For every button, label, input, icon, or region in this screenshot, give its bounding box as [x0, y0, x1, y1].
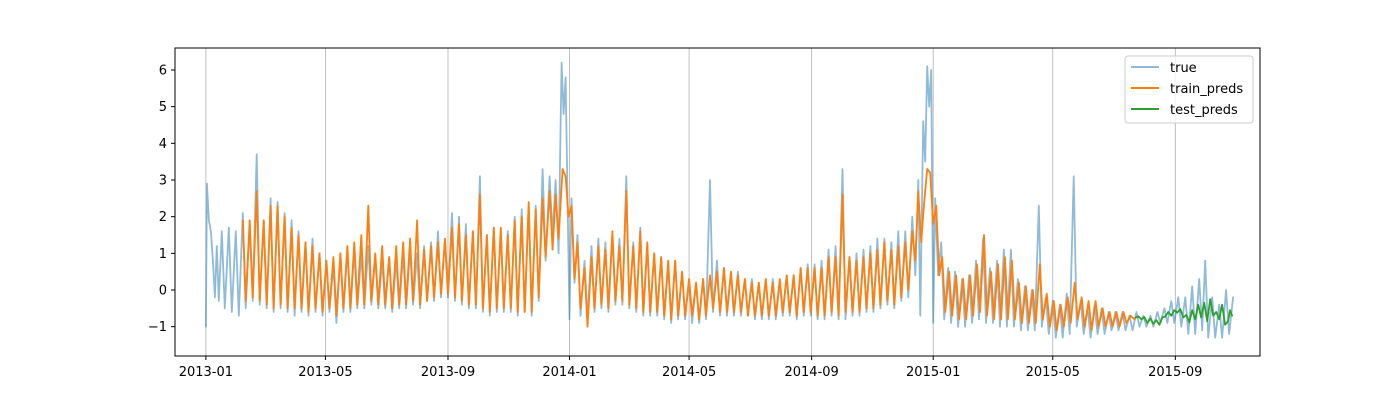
x-tick-label: 2014-05 — [662, 365, 716, 380]
x-tick-label: 2014-09 — [784, 365, 838, 380]
x-axis: 2013-01 2013-05 2013-09 2014-01 2014-05 2014-… — [179, 356, 1202, 380]
x-tick-label: 2013-01 — [179, 365, 233, 380]
x-tick-label: 2015-01 — [906, 365, 960, 380]
x-tick-label: 2015-09 — [1148, 365, 1202, 380]
series-line-test-preds — [1134, 298, 1233, 326]
y-tick-label: −1 — [148, 320, 167, 335]
axes-frame — [174, 47, 1261, 357]
x-tick-label: 2014-01 — [542, 365, 596, 380]
y-tick-label: 6 — [159, 64, 167, 79]
x-tick-label: 2013-09 — [421, 365, 475, 380]
legend-label-true: true — [1170, 61, 1197, 76]
y-tick-label: 0 — [159, 284, 167, 299]
series-line-train-preds — [241, 168, 1136, 332]
y-tick-label: 1 — [159, 247, 167, 262]
y-tick-label: 2 — [159, 210, 167, 225]
y-axis: 6 5 4 3 2 1 0 −1 — [148, 64, 175, 335]
x-tick-label: 2015-05 — [1026, 365, 1080, 380]
y-tick-label: 4 — [159, 137, 167, 152]
y-tick-label: 5 — [159, 100, 167, 115]
legend-label-train-preds: train_preds — [1170, 82, 1243, 97]
y-tick-label: 3 — [159, 174, 167, 189]
legend-box — [1124, 55, 1254, 124]
x-tick-label: 2013-05 — [298, 365, 352, 380]
x-grid — [205, 48, 1176, 356]
legend-label-test-preds: test_preds — [1170, 103, 1238, 118]
plot-area — [205, 61, 1234, 339]
legend: true train_preds test_preds — [1124, 55, 1254, 124]
